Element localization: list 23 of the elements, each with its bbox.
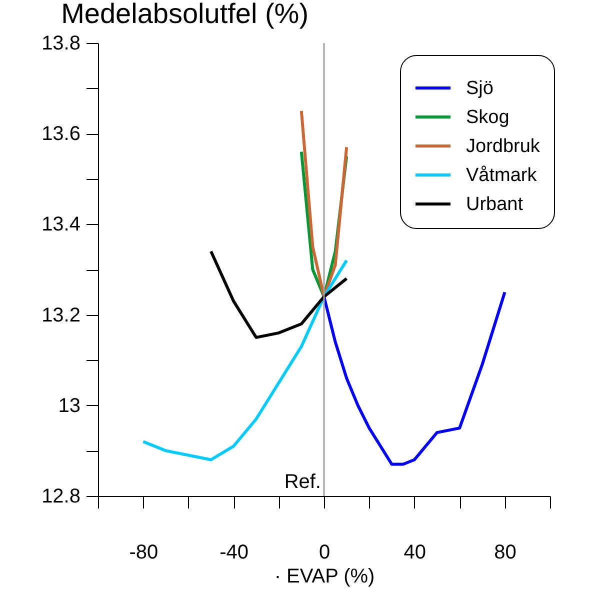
legend-label: Våtmark (466, 165, 538, 186)
ref-line-label: Ref. (284, 471, 321, 493)
y-tick-label: 13.6 (42, 123, 80, 146)
x-tick-label: -40 (220, 542, 249, 564)
y-tick-label: 13.4 (42, 214, 80, 236)
line-series (210, 250, 348, 339)
legend-label: Urbant (466, 194, 524, 215)
legend-label: Sjö (466, 78, 494, 99)
x-tick-label: -80 (129, 542, 158, 564)
line-series (322, 290, 506, 466)
x-axis-title: · EVAP (%) (274, 566, 375, 588)
line-series (300, 109, 348, 298)
legend-label: Skog (466, 107, 510, 128)
y-tick-label: 12.8 (42, 486, 80, 508)
x-tick-label: 0 (318, 542, 330, 564)
x-tick-label: 40 (404, 542, 426, 564)
y-tick-label: 13.2 (42, 304, 80, 326)
legend-label: Jordbruk (466, 136, 540, 157)
line-series (142, 258, 348, 462)
chart-title: Medelabsolutfel (%) (61, 0, 309, 29)
y-tick-label: 13.8 (42, 32, 80, 54)
x-tick-label: 80 (494, 542, 516, 564)
y-tick-label: 13 (58, 394, 80, 417)
